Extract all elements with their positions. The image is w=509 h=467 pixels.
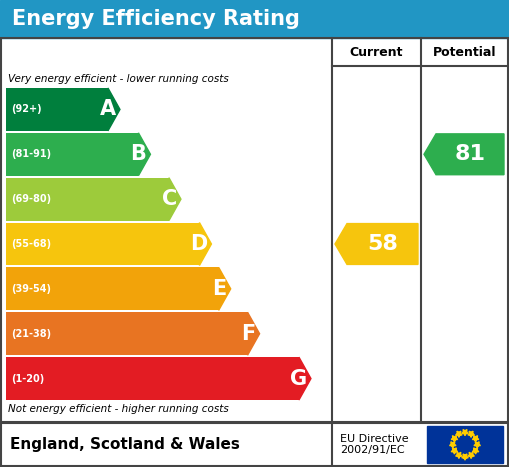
Text: (92+): (92+)	[11, 105, 42, 114]
Text: G: G	[290, 368, 307, 389]
Polygon shape	[472, 448, 479, 454]
Polygon shape	[451, 448, 458, 454]
Bar	[427, 426, 503, 463]
Text: 81: 81	[455, 144, 486, 164]
Polygon shape	[138, 133, 151, 176]
Bar	[6, 223, 200, 265]
Text: Potential: Potential	[433, 45, 497, 58]
Text: C: C	[162, 189, 177, 209]
Polygon shape	[169, 178, 181, 220]
Polygon shape	[424, 134, 504, 175]
Polygon shape	[462, 430, 468, 436]
Polygon shape	[219, 268, 231, 310]
Bar	[6, 88, 108, 131]
Text: B: B	[131, 144, 147, 164]
Text: (69-80): (69-80)	[11, 194, 51, 204]
Text: Very energy efficient - lower running costs: Very energy efficient - lower running co…	[8, 74, 229, 84]
Bar	[6, 312, 247, 355]
Polygon shape	[468, 431, 474, 437]
Bar	[1, 38, 508, 422]
Bar	[6, 178, 169, 220]
Polygon shape	[474, 442, 480, 448]
Text: E: E	[212, 279, 227, 299]
Text: (81-91): (81-91)	[11, 149, 51, 159]
Text: 58: 58	[367, 234, 398, 254]
Polygon shape	[456, 431, 462, 437]
Bar	[6, 133, 138, 176]
Bar	[6, 268, 219, 310]
Text: (55-68): (55-68)	[11, 239, 51, 249]
Bar	[1, 423, 508, 466]
Text: D: D	[190, 234, 208, 254]
Polygon shape	[472, 436, 479, 442]
Bar	[6, 357, 299, 400]
Text: (21-38): (21-38)	[11, 329, 51, 339]
Polygon shape	[200, 223, 211, 265]
Text: Current: Current	[350, 45, 403, 58]
Text: England, Scotland & Wales: England, Scotland & Wales	[10, 437, 240, 452]
Polygon shape	[462, 454, 468, 460]
Text: A: A	[100, 99, 116, 120]
Text: (39-54): (39-54)	[11, 284, 51, 294]
Polygon shape	[108, 88, 120, 131]
Text: EU Directive
2002/91/EC: EU Directive 2002/91/EC	[340, 434, 409, 455]
Polygon shape	[456, 453, 462, 459]
Polygon shape	[335, 224, 418, 264]
Text: Not energy efficient - higher running costs: Not energy efficient - higher running co…	[8, 404, 229, 414]
Polygon shape	[247, 312, 260, 355]
Text: F: F	[241, 324, 256, 344]
Polygon shape	[449, 442, 456, 448]
Polygon shape	[468, 453, 474, 459]
Bar	[0, 0, 509, 38]
Polygon shape	[299, 357, 311, 400]
Text: Energy Efficiency Rating: Energy Efficiency Rating	[12, 9, 300, 29]
Polygon shape	[451, 436, 458, 442]
Text: (1-20): (1-20)	[11, 374, 44, 383]
